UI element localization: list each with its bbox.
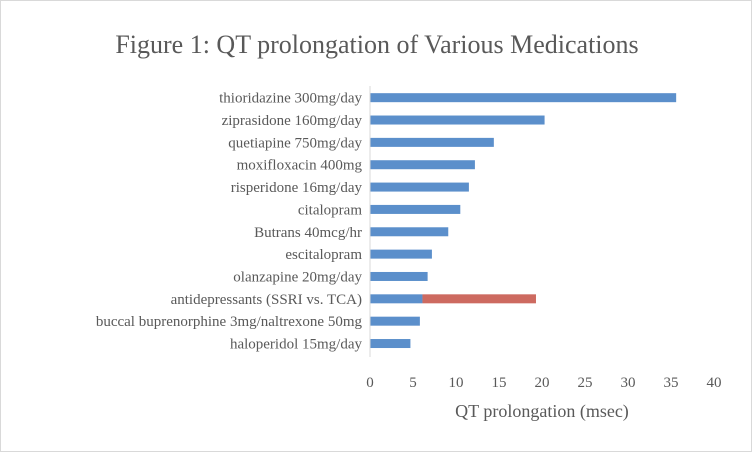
x-axis-label: QT prolongation (msec) — [455, 401, 629, 422]
category-label: haloperidol 15mg/day — [230, 337, 363, 353]
category-label: buccal buprenorphine 3mg/naltrexone 50mg — [96, 314, 363, 330]
x-tick-label: 20 — [535, 375, 550, 391]
bar — [370, 294, 423, 304]
category-label: risperidone 16mg/day — [231, 180, 363, 196]
category-label: ziprasidone 160mg/day — [222, 113, 363, 129]
category-label: citalopram — [298, 202, 362, 218]
bar — [370, 137, 494, 147]
category-label: quetiapine 750mg/day — [228, 135, 362, 151]
category-label: olanzapine 20mg/day — [233, 269, 362, 285]
x-tick-label: 25 — [578, 375, 593, 391]
bar — [370, 271, 428, 281]
category-label: escitalopram — [285, 247, 362, 263]
x-tick-label: 0 — [366, 375, 374, 391]
bar — [370, 160, 475, 170]
bar — [370, 227, 449, 237]
x-tick-label: 40 — [707, 375, 722, 391]
bar — [370, 115, 545, 125]
x-tick-label: 15 — [492, 375, 507, 391]
bar — [370, 93, 677, 103]
bar — [370, 316, 420, 326]
category-label: thioridazine 300mg/day — [219, 91, 362, 107]
chart-title: Figure 1: QT prolongation of Various Med… — [115, 30, 638, 59]
category-label: antidepressants (SSRI vs. TCA) — [171, 292, 362, 308]
x-tick-label: 30 — [621, 375, 636, 391]
x-tick-label: 5 — [409, 375, 417, 391]
category-labels: thioridazine 300mg/day ziprasidone 160mg/… — [96, 91, 363, 353]
bar — [370, 339, 411, 349]
x-tick-label: 10 — [449, 375, 464, 391]
x-tick-label: 35 — [664, 375, 679, 391]
x-tick-labels: 0 5 10 15 20 25 30 35 40 — [366, 375, 721, 391]
bar — [370, 182, 469, 192]
bars — [370, 93, 677, 349]
bar — [370, 204, 461, 214]
bar-segment-extra — [422, 294, 536, 304]
category-label: Butrans 40mcg/hr — [254, 225, 362, 241]
category-label: moxifloxacin 400mg — [237, 158, 363, 174]
bar — [370, 249, 432, 259]
